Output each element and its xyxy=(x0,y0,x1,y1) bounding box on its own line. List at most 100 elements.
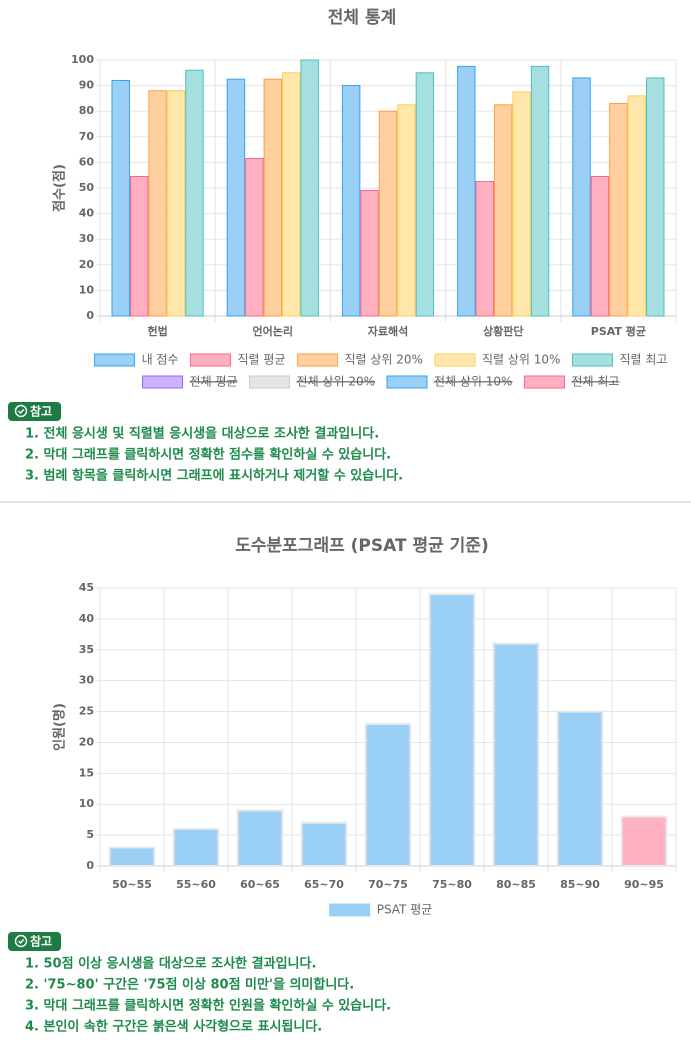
y-tick-label: 45 xyxy=(79,581,94,594)
legend-label[interactable]: PSAT 평균 xyxy=(377,903,433,917)
legend-swatch[interactable] xyxy=(434,353,476,367)
y-tick-label: 25 xyxy=(79,705,94,718)
bar[interactable] xyxy=(428,593,476,868)
legend-swatch[interactable] xyxy=(329,903,371,917)
x-tick-label: 헌법 xyxy=(147,324,167,338)
legend-label[interactable]: 직렬 최고 xyxy=(619,353,667,367)
x-tick-label: 50~55 xyxy=(112,878,152,891)
bar[interactable] xyxy=(236,809,284,868)
bar[interactable] xyxy=(245,158,264,317)
y-axis-label: 점수(점) xyxy=(53,164,68,212)
note-item: 4. 본인이 속한 구간은 붉은색 사각형으로 표시됩니다. xyxy=(25,1019,322,1035)
bar[interactable] xyxy=(609,103,628,317)
bar[interactable] xyxy=(360,190,379,317)
x-tick-label: PSAT 평균 xyxy=(591,324,646,338)
legend-label[interactable]: 전체 상위 20% xyxy=(297,375,375,389)
legend-swatch[interactable] xyxy=(523,375,565,389)
chart-title: 전체 통계 xyxy=(328,8,396,28)
y-tick-label: 90 xyxy=(79,79,95,92)
y-axis-label: 인원(명) xyxy=(52,703,68,751)
check-icon xyxy=(14,934,28,948)
note-item: 2. '75~80' 구간은 '75점 이상 80점 미만'을 의미합니다. xyxy=(25,977,354,993)
x-tick-label: 60~65 xyxy=(240,878,280,891)
note-badge-label: 참고 xyxy=(30,934,52,949)
y-tick-label: 0 xyxy=(86,309,94,322)
legend-swatch[interactable] xyxy=(190,353,232,367)
check-icon xyxy=(18,409,25,415)
legend-label[interactable]: 전체 평균 xyxy=(190,375,238,389)
x-tick-label: 80~85 xyxy=(496,878,536,891)
legend-label[interactable]: 전체 최고 xyxy=(571,375,619,389)
bar[interactable] xyxy=(108,846,156,868)
x-tick-label: 언어논리 xyxy=(253,324,293,338)
legend-swatch[interactable] xyxy=(297,353,338,367)
bar[interactable] xyxy=(512,91,531,317)
y-tick-label: 30 xyxy=(79,232,95,245)
legend-swatch[interactable] xyxy=(94,353,136,367)
bar[interactable] xyxy=(572,77,591,317)
bar[interactable] xyxy=(148,90,167,317)
legend-swatch[interactable] xyxy=(142,375,184,389)
y-tick-label: 10 xyxy=(79,797,95,810)
note-item: 2. 막대 그래프를 클릭하시면 정확한 점수를 확인하실 수 있습니다. xyxy=(25,447,391,463)
bar[interactable] xyxy=(300,821,348,867)
bar[interactable] xyxy=(590,175,610,317)
y-tick-label: 80 xyxy=(79,104,95,117)
y-tick-label: 100 xyxy=(71,53,94,66)
legend-swatch[interactable] xyxy=(386,375,428,389)
bar[interactable] xyxy=(282,72,301,317)
bar[interactable] xyxy=(263,78,283,317)
bar[interactable] xyxy=(185,69,204,317)
check-icon xyxy=(14,404,28,418)
legend-label[interactable]: 전체 상위 10% xyxy=(434,375,512,389)
bar[interactable] xyxy=(556,710,604,867)
y-tick-label: 70 xyxy=(79,130,95,143)
bar[interactable] xyxy=(457,65,476,317)
y-tick-label: 40 xyxy=(79,207,95,220)
y-tick-label: 35 xyxy=(79,643,94,656)
x-tick-label: 자료해석 xyxy=(368,324,408,338)
x-tick-label: 55~60 xyxy=(176,878,216,891)
bar[interactable] xyxy=(166,90,186,317)
y-tick-label: 0 xyxy=(86,859,94,872)
legend-swatch[interactable] xyxy=(571,353,613,367)
y-tick-label: 5 xyxy=(86,828,94,841)
bar[interactable] xyxy=(111,79,130,317)
bar[interactable] xyxy=(129,175,149,317)
bar[interactable] xyxy=(341,85,361,317)
y-tick-label: 40 xyxy=(79,612,95,625)
y-tick-label: 10 xyxy=(79,283,95,296)
y-tick-label: 50 xyxy=(79,181,95,194)
bar[interactable] xyxy=(620,815,668,867)
note-item: 1. 전체 응시생 및 직렬별 응시생을 대상으로 조사한 결과입니다. xyxy=(25,426,379,442)
bar[interactable] xyxy=(530,65,550,317)
legend-label[interactable]: 직렬 상위 10% xyxy=(482,353,560,367)
y-tick-label: 15 xyxy=(79,766,94,779)
legend-swatch[interactable] xyxy=(249,375,291,389)
bar[interactable] xyxy=(475,181,494,317)
bar[interactable] xyxy=(415,72,435,317)
bar[interactable] xyxy=(172,827,220,868)
bar[interactable] xyxy=(397,104,416,317)
legend-label[interactable]: 직렬 평균 xyxy=(238,353,286,367)
x-tick-label: 75~80 xyxy=(432,878,472,891)
legend-label[interactable]: 내 점수 xyxy=(142,353,179,367)
x-tick-label: 70~75 xyxy=(368,878,408,891)
x-tick-label: 90~95 xyxy=(624,878,664,891)
legend-label[interactable]: 직렬 상위 20% xyxy=(345,353,423,367)
bar[interactable] xyxy=(627,95,647,317)
bar[interactable] xyxy=(378,110,398,317)
bar[interactable] xyxy=(492,642,540,867)
y-tick-label: 20 xyxy=(79,258,95,271)
check-icon xyxy=(18,939,25,945)
x-tick-label: 65~70 xyxy=(304,878,344,891)
bar[interactable] xyxy=(300,59,319,317)
note-item: 3. 막대 그래프를 클릭하시면 정확한 인원을 확인하실 수 있습니다. xyxy=(25,998,391,1014)
bar[interactable] xyxy=(226,78,246,317)
bar[interactable] xyxy=(646,77,665,317)
bar[interactable] xyxy=(493,104,513,317)
bar[interactable] xyxy=(364,722,412,868)
y-tick-label: 20 xyxy=(79,735,95,748)
y-tick-label: 60 xyxy=(79,155,95,168)
